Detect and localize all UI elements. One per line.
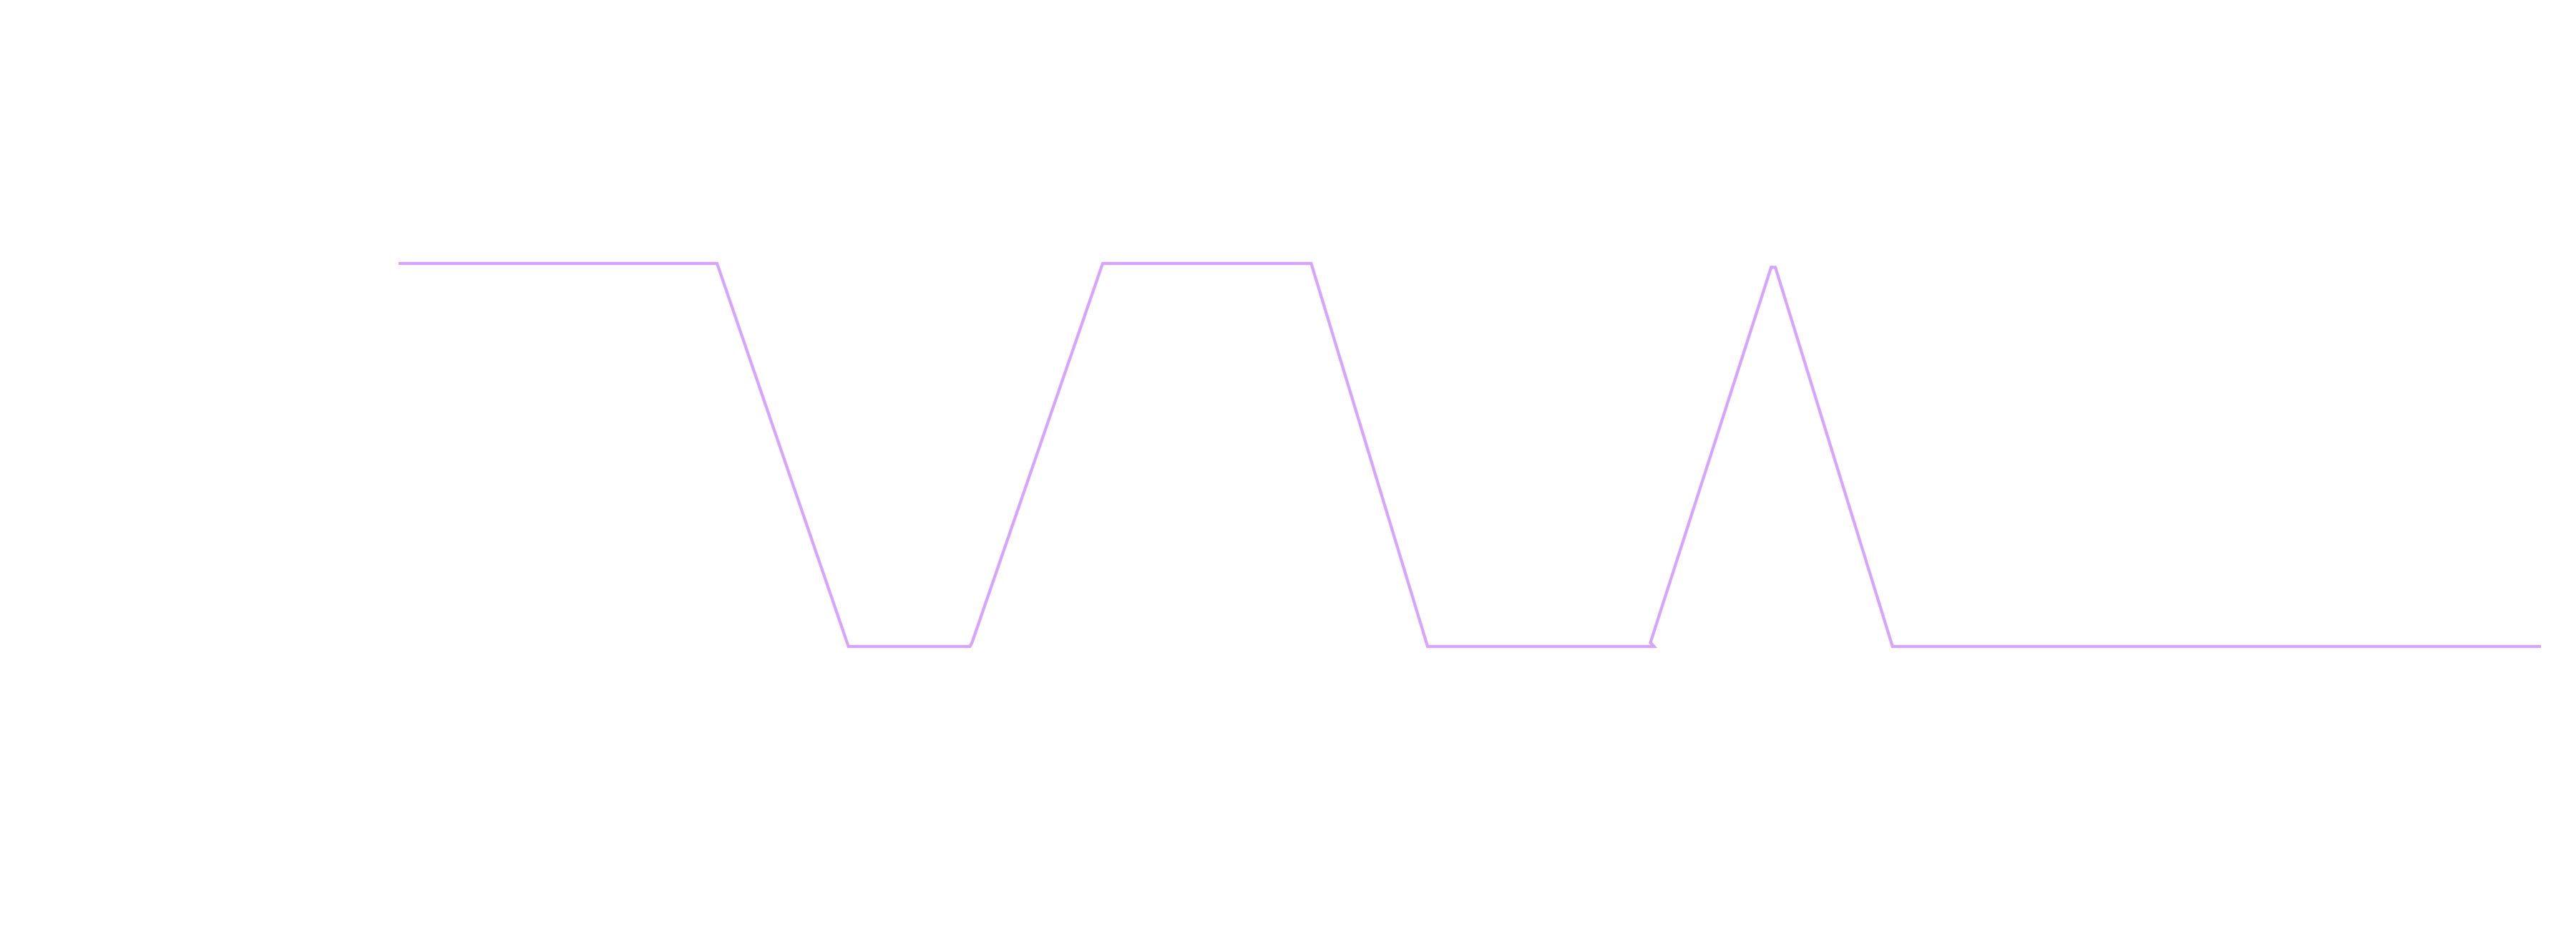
plot-area	[399, 261, 2541, 649]
series-line-0	[399, 261, 2541, 649]
